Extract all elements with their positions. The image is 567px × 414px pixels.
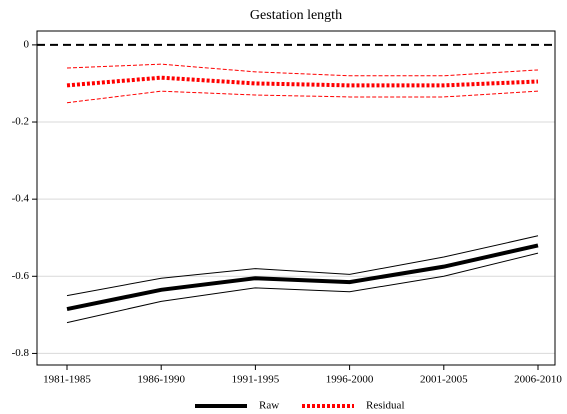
y-tick-label: -0.4	[12, 193, 30, 205]
x-tick-label: 2006-2010	[514, 374, 562, 386]
x-tick-label: 1991-1995	[232, 374, 280, 386]
legend-label: Residual	[366, 400, 405, 412]
chart-title: Gestation length	[250, 8, 342, 23]
band-line	[66, 252, 539, 324]
series-line	[66, 75, 539, 88]
y-tick-label: -0.2	[12, 116, 29, 128]
legend-label: Raw	[259, 400, 279, 412]
x-tick-label: 1996-2000	[326, 374, 374, 386]
series-line	[66, 243, 539, 312]
band-line	[66, 90, 539, 104]
y-tick-label: -0.8	[12, 347, 30, 359]
band-line	[66, 235, 539, 297]
plot-frame	[36, 30, 556, 366]
y-tick-label: 0	[24, 38, 30, 50]
x-tick-label: 1986-1990	[137, 374, 185, 386]
x-tick-label: 1981-1985	[43, 374, 91, 386]
y-tick-label: -0.6	[12, 270, 30, 282]
x-tick-label: 2001-2005	[420, 374, 468, 386]
band-line	[66, 63, 539, 77]
